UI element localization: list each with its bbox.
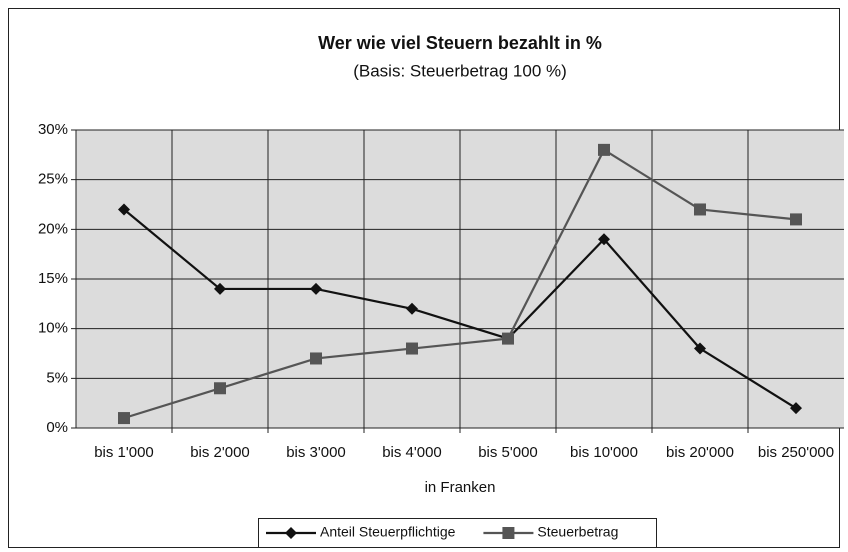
x-tick-label: bis 250'000 [758,444,834,461]
x-tick-label: bis 10'000 [570,444,638,461]
x-axis-title: in Franken [425,479,496,496]
chart-subtitle: (Basis: Steuerbetrag 100 %) [353,61,567,80]
marker [214,282,226,295]
x-tick-label: bis 1'000 [94,444,154,461]
y-tick-label: 5% [46,369,68,386]
marker [406,342,418,355]
chart-title: Wer wie viel Steuern bezahlt in % [318,33,602,53]
series-line [123,208,797,410]
marker [502,332,514,345]
legend-label: Steuerbetrag [537,524,618,540]
legend-box [258,518,657,548]
x-tick-label: bis 4'000 [382,444,442,461]
x-tick-label: bis 2'000 [190,444,250,461]
x-tick-label: bis 3'000 [286,444,346,461]
y-tick-label: 25% [38,171,68,188]
x-tick-label: bis 5'000 [478,444,538,461]
marker [694,203,706,216]
marker [598,143,610,156]
series-line [123,148,797,420]
y-tick-label: 15% [38,270,68,287]
marker [406,302,418,315]
marker [598,233,610,246]
legend-marker [285,527,297,539]
x-tick-label: bis 20'000 [666,444,734,461]
marker [310,352,322,365]
y-tick-label: 0% [46,419,68,436]
marker [118,203,130,216]
marker [118,412,130,425]
marker [214,382,226,395]
y-tick-label: 20% [38,220,68,237]
y-tick-label: 30% [38,121,68,138]
marker [694,342,706,355]
legend-label: Anteil Steuerpflichtige [320,524,456,540]
y-tick-label: 10% [38,320,68,337]
legend-marker [502,527,515,539]
marker [790,402,802,415]
marker [790,213,802,226]
marker [310,282,322,295]
